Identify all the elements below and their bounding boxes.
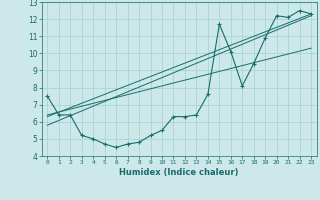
X-axis label: Humidex (Indice chaleur): Humidex (Indice chaleur) — [119, 168, 239, 177]
